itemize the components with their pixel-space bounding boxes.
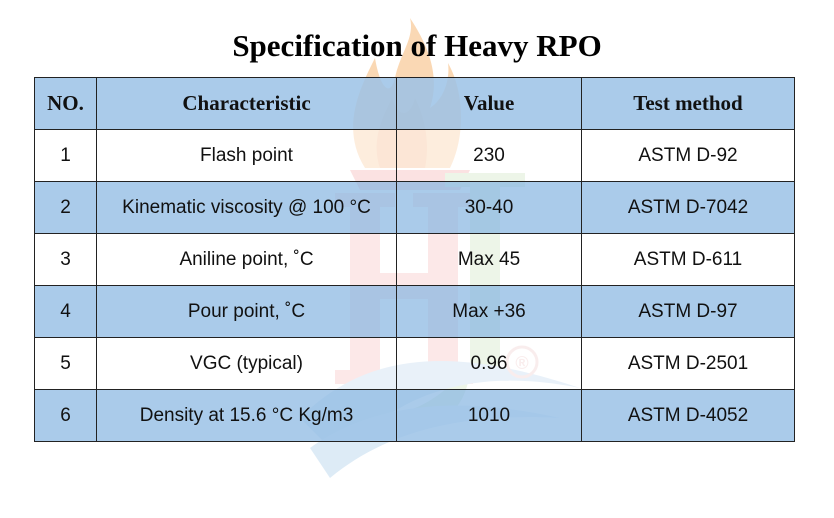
cell-characteristic: Flash point: [96, 129, 397, 182]
cell-value: 30-40: [396, 181, 582, 234]
cell-no: 6: [34, 389, 97, 442]
table-row: 3 Aniline point, ˚C Max 45 ASTM D-611: [34, 233, 795, 286]
cell-characteristic: Density at 15.6 °C Kg/m3: [96, 389, 397, 442]
column-header-test-method: Test method: [581, 77, 795, 130]
table-row: 4 Pour point, ˚C Max +36 ASTM D-97: [34, 285, 795, 338]
cell-value: Max 45: [396, 233, 582, 286]
cell-characteristic: VGC (typical): [96, 337, 397, 390]
cell-characteristic: Kinematic viscosity @ 100 °C: [96, 181, 397, 234]
cell-value: 1010: [396, 389, 582, 442]
table-row: 6 Density at 15.6 °C Kg/m3 1010 ASTM D-4…: [34, 389, 795, 442]
table-row: 5 VGC (typical) 0.96 ASTM D-2501: [34, 337, 795, 390]
column-header-characteristic: Characteristic: [96, 77, 397, 130]
table-row: 2 Kinematic viscosity @ 100 °C 30-40 AST…: [34, 181, 795, 234]
table-header-row: NO. Characteristic Value Test method: [34, 77, 795, 130]
cell-test-method: ASTM D-611: [581, 233, 795, 286]
cell-test-method: ASTM D-2501: [581, 337, 795, 390]
cell-value: 230: [396, 129, 582, 182]
page-title: Specification of Heavy RPO: [232, 28, 602, 63]
cell-test-method: ASTM D-97: [581, 285, 795, 338]
column-header-value: Value: [396, 77, 582, 130]
cell-no: 1: [34, 129, 97, 182]
cell-test-method: ASTM D-92: [581, 129, 795, 182]
specification-table: NO. Characteristic Value Test method 1 F…: [34, 77, 795, 442]
column-header-no: NO.: [34, 77, 97, 130]
cell-no: 5: [34, 337, 97, 390]
cell-characteristic: Aniline point, ˚C: [96, 233, 397, 286]
cell-value: Max +36: [396, 285, 582, 338]
cell-characteristic: Pour point, ˚C: [96, 285, 397, 338]
cell-test-method: ASTM D-4052: [581, 389, 795, 442]
cell-no: 3: [34, 233, 97, 286]
cell-no: 4: [34, 285, 97, 338]
cell-no: 2: [34, 181, 97, 234]
table-row: 1 Flash point 230 ASTM D-92: [34, 129, 795, 182]
cell-test-method: ASTM D-7042: [581, 181, 795, 234]
cell-value: 0.96: [396, 337, 582, 390]
